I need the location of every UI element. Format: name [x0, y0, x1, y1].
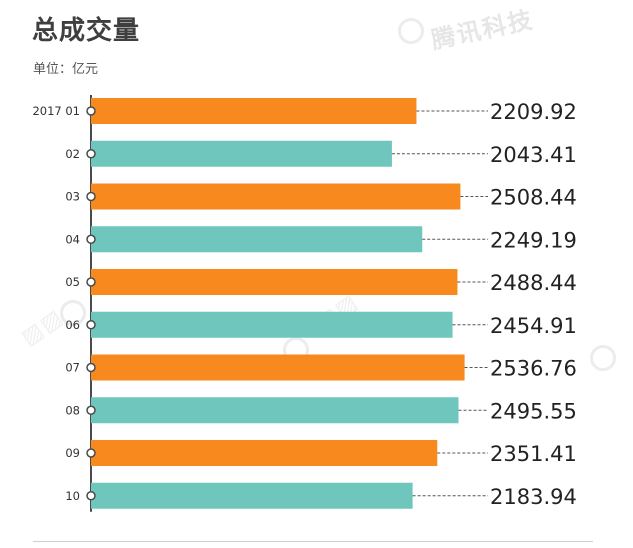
bottom-divider	[33, 541, 593, 542]
value-label: 2488.44	[490, 271, 577, 295]
category-label: 04	[65, 232, 80, 246]
value-label: 2495.55	[490, 399, 577, 423]
value-label: 2209.92	[490, 100, 577, 124]
watermark-logo-icon	[60, 300, 86, 326]
category-label: 10	[65, 489, 80, 503]
axis-marker	[86, 362, 96, 373]
bar	[91, 354, 465, 381]
category-label: 2017 01	[32, 104, 80, 118]
bar	[91, 226, 423, 253]
value-label: 2536.76	[490, 357, 577, 381]
axis-marker	[86, 277, 96, 287]
value-label: 2249.19	[490, 228, 577, 252]
category-label: 06	[65, 318, 80, 332]
axis-marker	[86, 191, 96, 202]
axis-marker	[86, 448, 96, 458]
value-label: 2183.94	[490, 485, 577, 509]
category-label: 09	[65, 446, 80, 460]
unit-label: 单位：亿元	[33, 62, 99, 77]
bar	[91, 98, 417, 124]
axis-marker	[86, 320, 96, 330]
value-label: 2454.91	[490, 314, 577, 338]
value-label: 2351.41	[490, 442, 577, 466]
bar	[91, 140, 392, 167]
axis-marker	[86, 149, 96, 159]
watermark-logo-icon	[590, 345, 616, 371]
bar	[91, 397, 459, 424]
axis-marker	[86, 405, 96, 415]
axis-marker	[86, 234, 96, 244]
value-label: 2043.41	[490, 143, 577, 167]
bar	[91, 269, 458, 295]
watermark-logo-icon	[398, 18, 424, 44]
bar	[91, 183, 461, 210]
bar	[91, 482, 413, 509]
value-label: 2508.44	[490, 186, 577, 210]
chart-title: 总成交量	[32, 16, 141, 46]
category-label: 08	[65, 403, 80, 417]
axis-marker	[86, 491, 96, 501]
category-label: 02	[65, 147, 80, 161]
bar	[91, 311, 453, 338]
category-label: 07	[65, 361, 80, 375]
category-label: 03	[65, 190, 80, 204]
category-label: 05	[65, 275, 80, 289]
axis-marker	[86, 106, 96, 116]
bar	[91, 440, 438, 466]
